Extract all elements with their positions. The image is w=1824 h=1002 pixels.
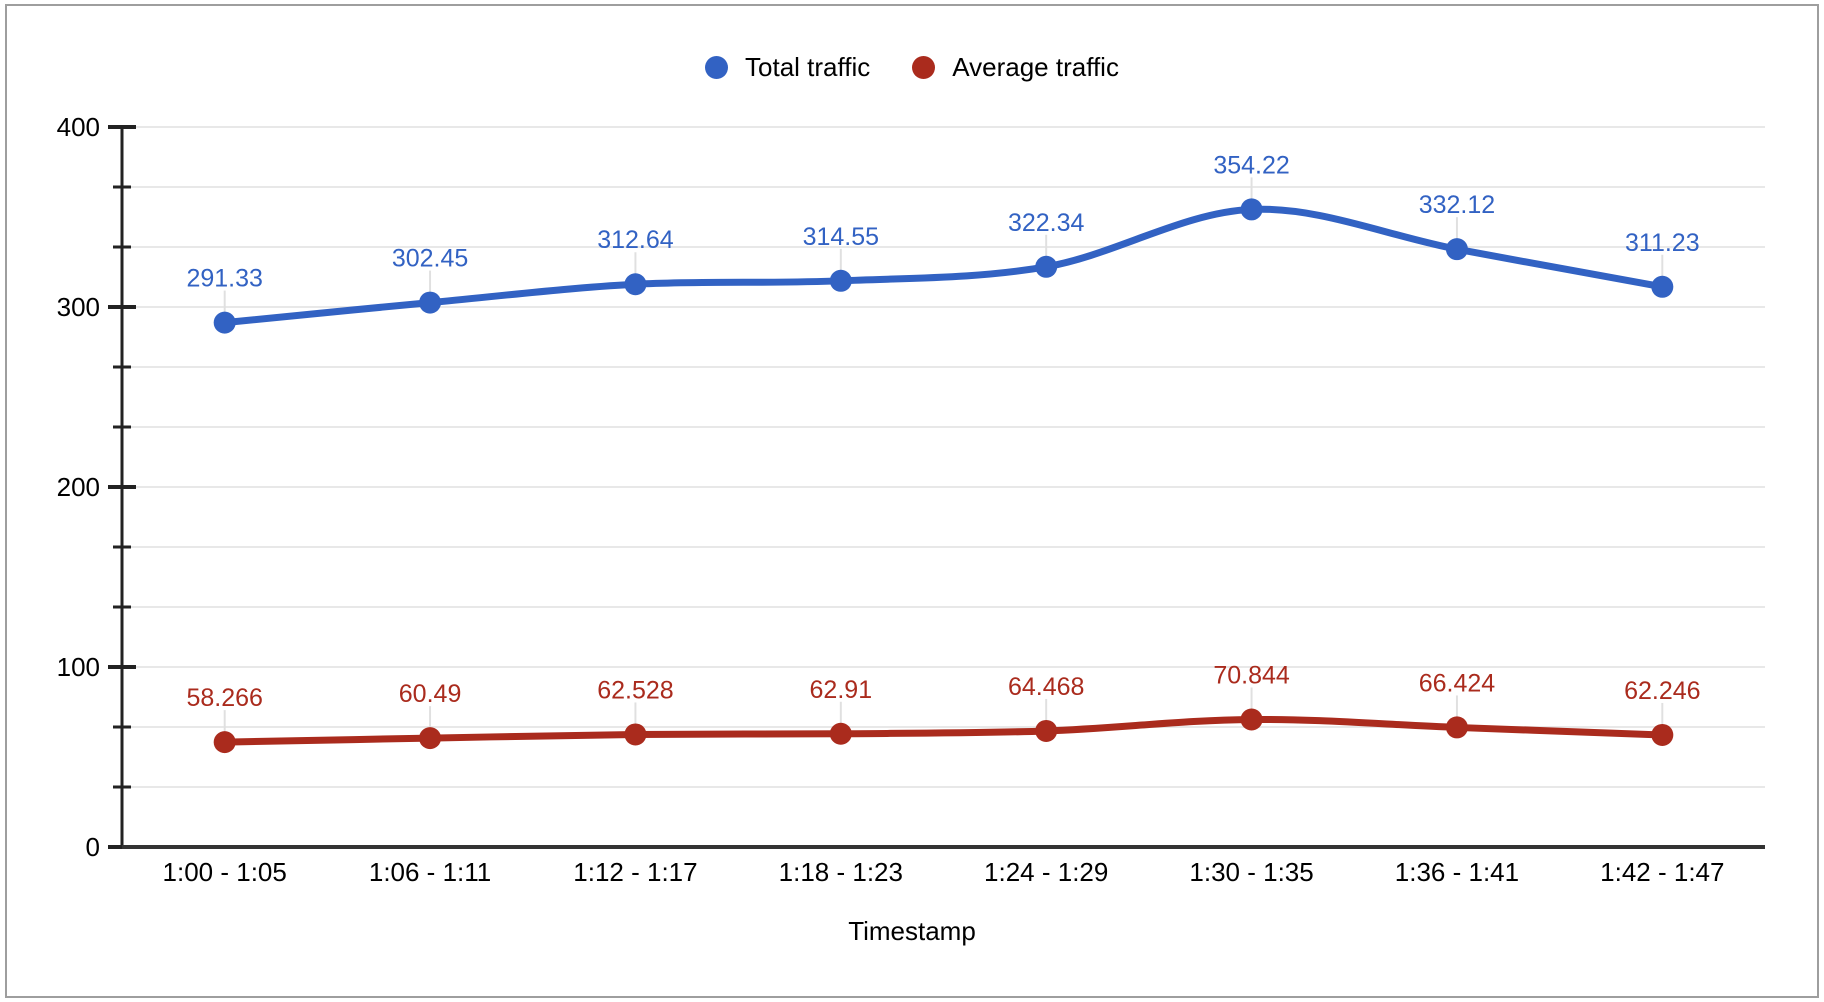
y-axis-tick-label: 0 xyxy=(86,832,100,862)
x-axis-tick-label: 1:00 - 1:05 xyxy=(163,857,287,887)
data-label-total-traffic: 291.33 xyxy=(186,265,262,293)
data-label-average-traffic: 62.528 xyxy=(597,676,673,704)
x-axis-tick-label: 1:30 - 1:35 xyxy=(1189,857,1313,887)
legend-swatch-average-traffic-icon xyxy=(912,55,936,79)
data-point-total-traffic[interactable] xyxy=(1240,198,1263,221)
chart-legend: Total traffic Average traffic xyxy=(0,54,1824,80)
data-label-total-traffic: 354.22 xyxy=(1213,151,1289,179)
data-point-average-traffic[interactable] xyxy=(1240,708,1263,731)
data-label-average-traffic: 62.246 xyxy=(1624,677,1700,705)
y-axis-tick-label: 100 xyxy=(57,652,100,682)
data-label-average-traffic: 62.91 xyxy=(810,676,873,704)
legend-label-total-traffic: Total traffic xyxy=(745,52,871,82)
x-axis-tick-label: 1:06 - 1:11 xyxy=(369,857,491,887)
data-point-average-traffic[interactable] xyxy=(419,727,442,750)
data-point-average-traffic[interactable] xyxy=(1445,716,1468,739)
series-line-total-traffic xyxy=(221,205,1666,327)
y-axis-tick-label: 300 xyxy=(57,292,100,322)
legend-item-total-traffic[interactable]: Total traffic xyxy=(705,54,870,80)
data-point-average-traffic[interactable] xyxy=(829,722,852,745)
data-point-total-traffic[interactable] xyxy=(1035,255,1058,278)
data-label-average-traffic: 60.49 xyxy=(399,680,462,708)
x-axis-title: Timestamp xyxy=(848,916,976,946)
x-axis-tick-label: 1:42 - 1:47 xyxy=(1600,857,1724,887)
data-label-average-traffic: 66.424 xyxy=(1419,669,1496,697)
y-axis-tick-label: 400 xyxy=(57,112,100,142)
data-label-total-traffic: 302.45 xyxy=(392,245,468,273)
data-point-average-traffic[interactable] xyxy=(1035,719,1058,742)
data-point-total-traffic[interactable] xyxy=(1651,275,1674,298)
data-point-total-traffic[interactable] xyxy=(624,273,647,296)
x-axis-tick-label: 1:36 - 1:41 xyxy=(1395,857,1519,887)
y-axis-tick-label: 200 xyxy=(57,472,100,502)
data-label-total-traffic: 312.64 xyxy=(597,226,674,254)
x-axis-tick-label: 1:12 - 1:17 xyxy=(573,857,697,887)
data-point-total-traffic[interactable] xyxy=(419,291,442,314)
x-axis-tick-label: 1:18 - 1:23 xyxy=(779,857,903,887)
data-point-total-traffic[interactable] xyxy=(829,269,852,292)
data-point-average-traffic[interactable] xyxy=(1651,723,1674,746)
data-point-total-traffic[interactable] xyxy=(1445,238,1468,261)
legend-swatch-total-traffic-icon xyxy=(705,55,729,79)
data-label-total-traffic: 314.55 xyxy=(803,223,879,251)
data-label-average-traffic: 70.844 xyxy=(1213,661,1290,689)
data-point-total-traffic[interactable] xyxy=(213,311,236,334)
data-label-average-traffic: 58.266 xyxy=(186,684,262,712)
x-axis-tick-label: 1:24 - 1:29 xyxy=(984,857,1108,887)
legend-item-average-traffic[interactable]: Average traffic xyxy=(912,54,1119,80)
series-line-average-traffic xyxy=(221,715,1666,746)
data-point-average-traffic[interactable] xyxy=(213,731,236,754)
data-point-average-traffic[interactable] xyxy=(624,723,647,746)
chart-frame xyxy=(5,4,1819,998)
data-label-average-traffic: 64.468 xyxy=(1008,673,1084,701)
data-label-total-traffic: 332.12 xyxy=(1419,191,1495,219)
data-label-total-traffic: 322.34 xyxy=(1008,209,1085,237)
legend-label-average-traffic: Average traffic xyxy=(952,52,1119,82)
data-label-total-traffic: 311.23 xyxy=(1625,229,1700,257)
